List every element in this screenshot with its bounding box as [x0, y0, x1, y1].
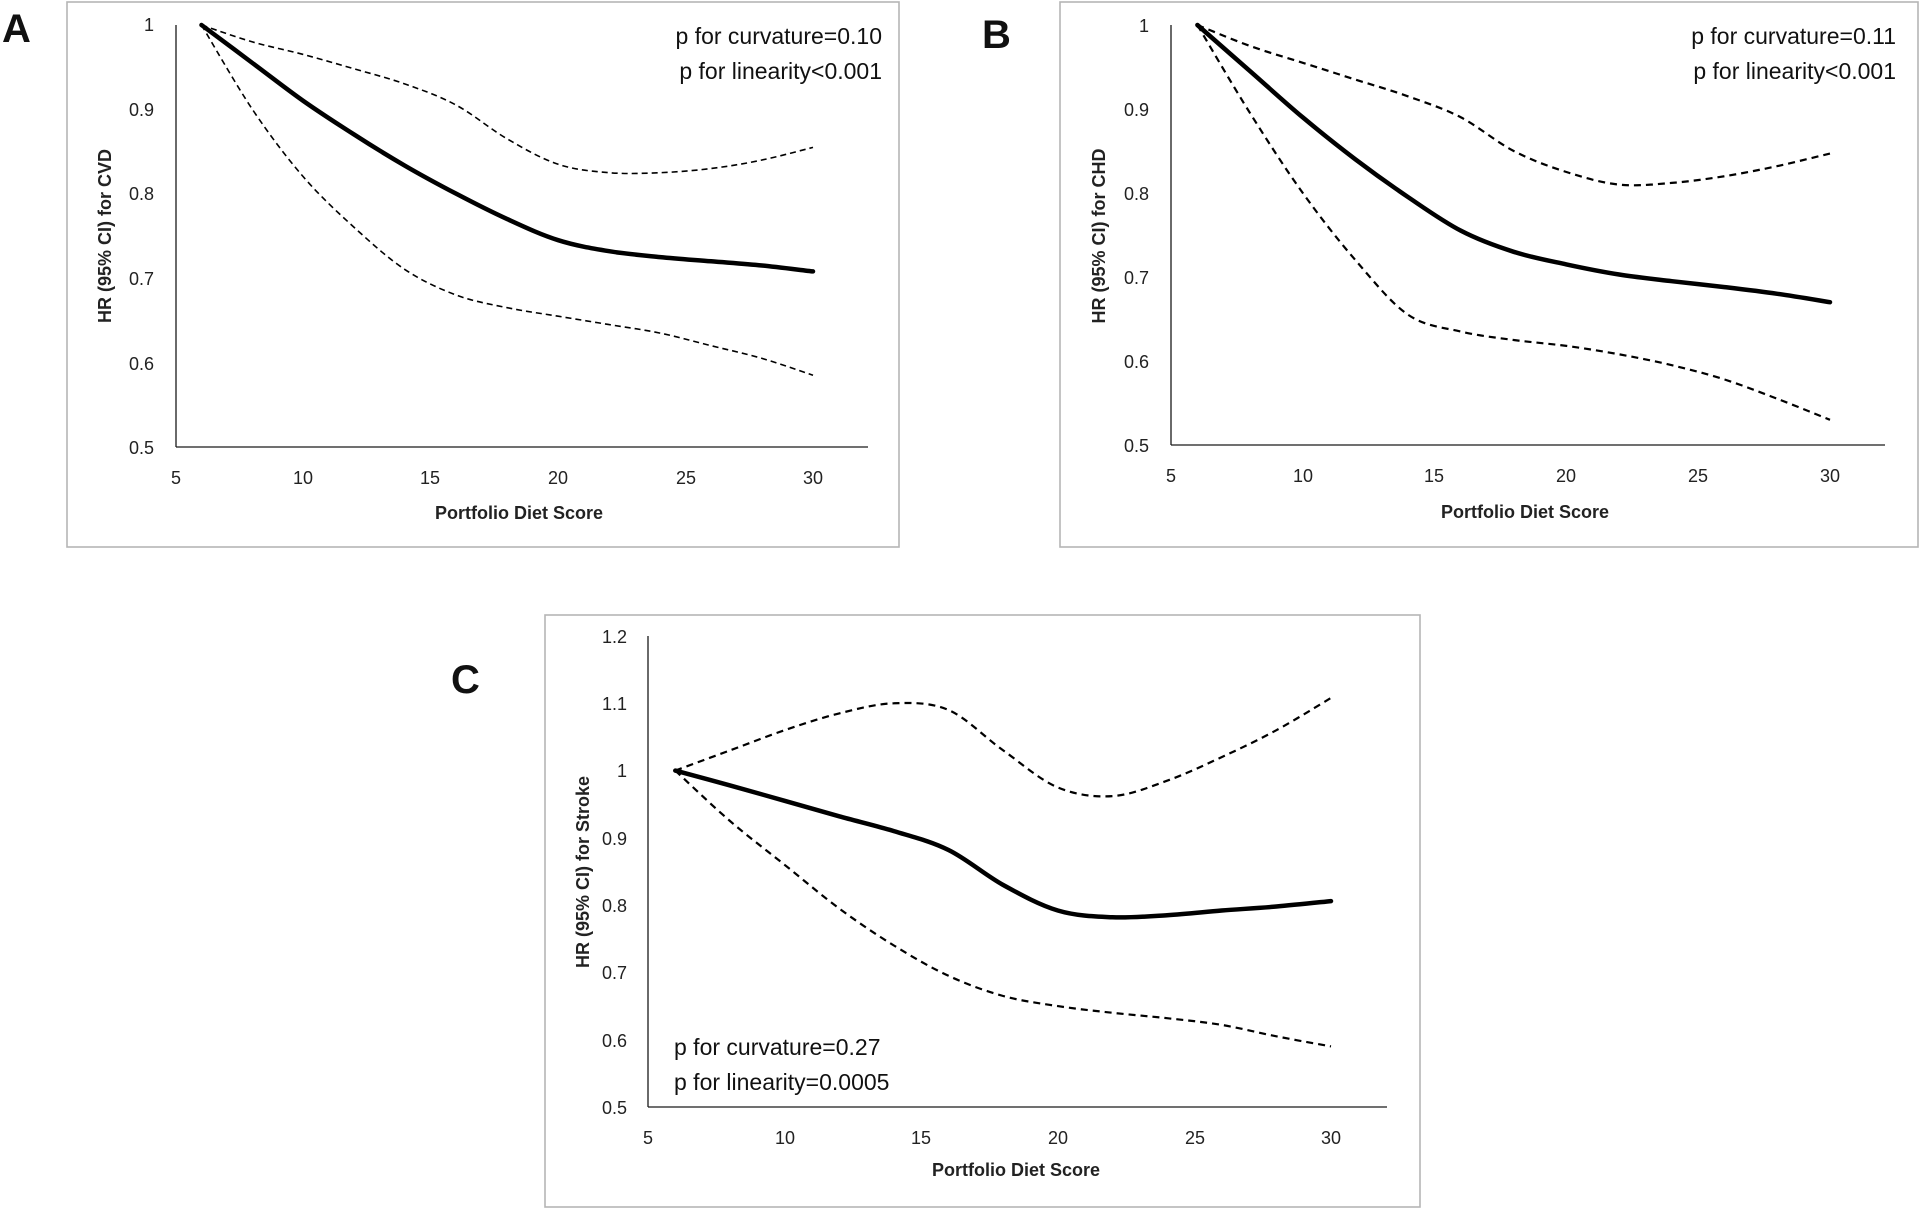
panel-b-y-title: HR (95% CI) for CHD	[1089, 148, 1109, 323]
y-tick-label: 1.1	[602, 694, 627, 714]
x-tick-label: 15	[1424, 466, 1444, 486]
x-tick-label: 30	[1820, 466, 1840, 486]
y-tick-label: 0.7	[129, 269, 154, 289]
y-tick-label: 0.6	[129, 354, 154, 374]
y-tick-label: 0.6	[602, 1031, 627, 1051]
x-tick-label: 15	[911, 1128, 931, 1148]
panel-b-x-ticks: 5 10 15 20 25 30	[1166, 466, 1840, 486]
panel-c-y-ticks: 0.5 0.6 0.7 0.8 0.9 1 1.1 1.2	[602, 627, 627, 1118]
panel-a-curvature-note: p for curvature=0.10	[676, 23, 882, 49]
x-tick-label: 5	[1166, 466, 1176, 486]
panel-a-y-title: HR (95% CI) for CVD	[95, 149, 115, 323]
panel-b-lower-ci-line	[1196, 24, 1831, 421]
y-tick-label: 0.8	[129, 184, 154, 204]
panel-c-hr-line	[673, 768, 1334, 920]
y-tick-label: 0.6	[1124, 352, 1149, 372]
x-tick-label: 30	[1321, 1128, 1341, 1148]
panel-a-y-ticks: 0.5 0.6 0.7 0.8 0.9 1	[129, 15, 154, 458]
y-tick-label: 0.8	[1124, 184, 1149, 204]
y-tick-label: 1	[144, 15, 154, 35]
panel-a: A 5 10 15 20 25 30 0.5 0.6 0.7 0.8 0.9 1…	[2, 1, 900, 548]
y-tick-label: 0.5	[129, 438, 154, 458]
panel-b-curvature-note: p for curvature=0.11	[1691, 23, 1896, 49]
panel-c-frame	[544, 614, 1421, 1208]
y-tick-label: 0.5	[602, 1098, 627, 1118]
panel-b-hr-line	[1195, 22, 1833, 305]
panel-b-x-title: Portfolio Diet Score	[1441, 502, 1609, 522]
y-tick-label: 1	[1139, 16, 1149, 36]
y-tick-label: 0.5	[1124, 436, 1149, 456]
panel-c-curvature-note: p for curvature=0.27	[674, 1034, 880, 1060]
x-tick-label: 20	[548, 468, 568, 488]
panel-c-linearity-note: p for linearity=0.0005	[674, 1069, 889, 1095]
panel-b-linearity-note: p for linearity<0.001	[1693, 58, 1896, 84]
y-tick-label: 0.9	[602, 829, 627, 849]
x-tick-label: 10	[293, 468, 313, 488]
panel-a-frame	[66, 1, 900, 548]
panel-c-upper-ci-line	[674, 696, 1332, 798]
panel-a-linearity-note: p for linearity<0.001	[679, 58, 882, 84]
x-tick-label: 25	[676, 468, 696, 488]
panel-b-frame	[1059, 1, 1919, 548]
y-tick-label: 0.9	[1124, 100, 1149, 120]
panel-c-x-ticks: 5 10 15 20 25 30	[643, 1128, 1341, 1148]
y-tick-label: 0.7	[1124, 268, 1149, 288]
y-tick-label: 0.8	[602, 896, 627, 916]
panel-b-upper-ci-line	[1196, 23, 1831, 187]
panel-c-x-title: Portfolio Diet Score	[932, 1160, 1100, 1180]
x-tick-label: 15	[420, 468, 440, 488]
panel-a-letter: A	[2, 7, 31, 51]
x-tick-label: 5	[171, 468, 181, 488]
x-tick-label: 25	[1185, 1128, 1205, 1148]
x-tick-label: 20	[1556, 466, 1576, 486]
y-tick-label: 1	[617, 761, 627, 781]
x-tick-label: 30	[803, 468, 823, 488]
panel-c-letter: C	[451, 658, 480, 702]
y-tick-label: 0.7	[602, 963, 627, 983]
panel-b-y-ticks: 0.5 0.6 0.7 0.8 0.9 1	[1124, 16, 1149, 456]
panel-b: B 5 10 15 20 25 30 0.5 0.6 0.7 0.8 0.9 1…	[982, 1, 1919, 548]
panel-a-x-ticks: 5 10 15 20 25 30	[171, 468, 823, 488]
panel-b-letter: B	[982, 13, 1011, 57]
x-tick-label: 10	[1293, 466, 1313, 486]
panel-c: C 5 10 15 20 25 30 0.5 0.6 0.7 0.8 0.9 1…	[451, 614, 1421, 1208]
y-tick-label: 0.9	[129, 100, 154, 120]
panel-c-y-title: HR (95% CI) for Stroke	[573, 776, 593, 968]
x-tick-label: 10	[775, 1128, 795, 1148]
x-tick-label: 25	[1688, 466, 1708, 486]
panel-a-hr-line	[199, 22, 816, 274]
x-tick-label: 20	[1048, 1128, 1068, 1148]
x-tick-label: 5	[643, 1128, 653, 1148]
panel-a-x-title: Portfolio Diet Score	[435, 503, 603, 523]
y-tick-label: 1.2	[602, 627, 627, 647]
